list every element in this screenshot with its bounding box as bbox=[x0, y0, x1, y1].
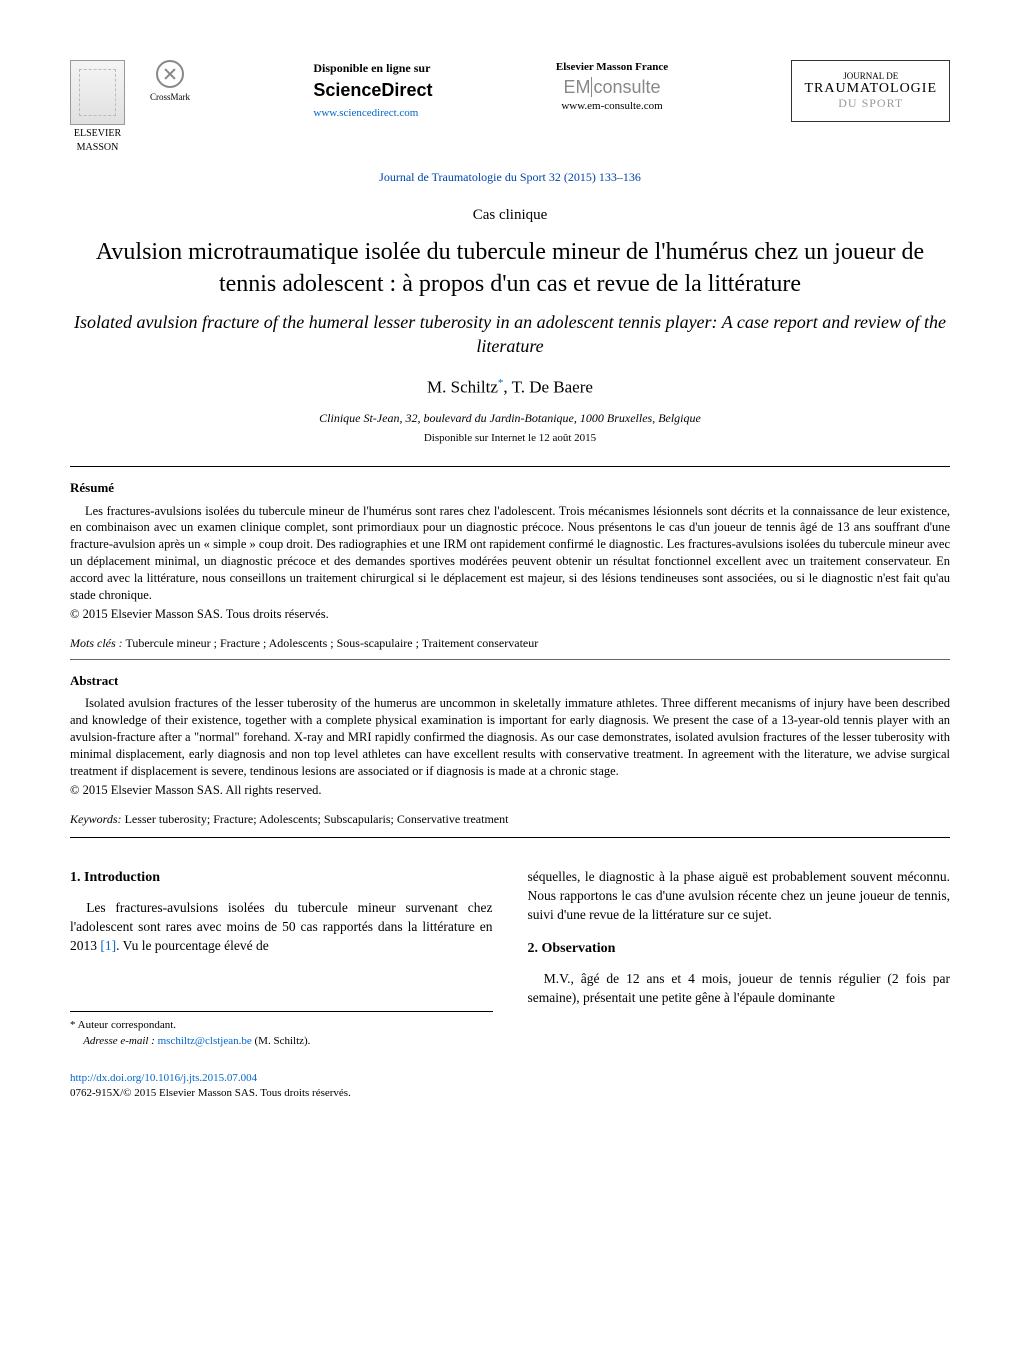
doi-block: http://dx.doi.org/10.1016/j.jts.2015.07.… bbox=[70, 1071, 493, 1102]
right-column: séquelles, le diagnostic à la phase aigu… bbox=[528, 868, 951, 1102]
author-sep: , bbox=[503, 378, 511, 397]
star-icon: * bbox=[70, 1019, 78, 1031]
sciencedirect-link[interactable]: www.sciencedirect.com bbox=[313, 107, 418, 119]
mots-cles-value: Tubercule mineur ; Fracture ; Adolescent… bbox=[123, 636, 539, 650]
author-email-link[interactable]: mschiltz@clstjean.be bbox=[158, 1035, 252, 1047]
intro-continuation: séquelles, le diagnostic à la phase aigu… bbox=[528, 868, 951, 925]
section-heading-observation: 2. Observation bbox=[528, 939, 951, 959]
resume-body: Les fractures-avulsions isolées du tuber… bbox=[70, 503, 950, 604]
journal-header: ELSEVIER MASSON CrossMark Disponible en … bbox=[70, 60, 950, 154]
left-column: 1. Introduction Les fractures-avulsions … bbox=[70, 868, 493, 1102]
intro-text-b: . Vu le pourcentage élevé de bbox=[116, 938, 269, 953]
keywords-label: Keywords: bbox=[70, 812, 122, 826]
available-online-label: Disponible en ligne sur bbox=[313, 60, 432, 76]
sciencedirect-block: Disponible en ligne sur ScienceDirect ww… bbox=[313, 60, 432, 121]
author-email-line: Adresse e-mail : mschiltz@clstjean.be (M… bbox=[70, 1034, 493, 1049]
emconsulte-link[interactable]: www.em-consulte.com bbox=[556, 99, 668, 114]
online-availability: Disponible sur Internet le 12 août 2015 bbox=[70, 431, 950, 446]
mots-cles-label: Mots clés : bbox=[70, 636, 123, 650]
crossmark-icon bbox=[156, 60, 184, 88]
abstract-copyright: © 2015 Elsevier Masson SAS. All rights r… bbox=[70, 782, 950, 799]
author-list: M. Schiltz*, T. De Baere bbox=[70, 376, 950, 400]
author-1: M. Schiltz bbox=[427, 378, 498, 397]
left-logos: ELSEVIER MASSON CrossMark bbox=[70, 60, 190, 154]
journal-logo-main: TRAUMATOLOGIE bbox=[804, 81, 937, 97]
resume-heading: Résumé bbox=[70, 479, 950, 497]
affiliation: Clinique St-Jean, 32, boulevard du Jardi… bbox=[70, 410, 950, 426]
consulte-text: consulte bbox=[593, 77, 660, 97]
footnote-block: * Auteur correspondant. Adresse e-mail :… bbox=[70, 1011, 493, 1049]
divider-thin bbox=[70, 659, 950, 660]
journal-logo-sub: DU SPORT bbox=[804, 97, 937, 111]
divider bbox=[70, 466, 950, 467]
author-2: T. De Baere bbox=[512, 378, 593, 397]
sciencedirect-logo: ScienceDirect bbox=[313, 78, 432, 102]
corresponding-author-note: * Auteur correspondant. bbox=[70, 1018, 493, 1033]
section-heading-introduction: 1. Introduction bbox=[70, 868, 493, 888]
elsevier-label-2: MASSON bbox=[77, 141, 119, 155]
resume-copyright: © 2015 Elsevier Masson SAS. Tous droits … bbox=[70, 606, 950, 623]
issn-copyright: 0762-915X/© 2015 Elsevier Masson SAS. To… bbox=[70, 1086, 493, 1101]
divider bbox=[70, 837, 950, 838]
email-label: Adresse e-mail : bbox=[83, 1035, 155, 1047]
elsevier-tree-icon bbox=[70, 60, 125, 125]
elsevier-label-1: ELSEVIER bbox=[74, 127, 121, 141]
mots-cles: Mots clés : Tubercule mineur ; Fracture … bbox=[70, 635, 950, 651]
keywords-value: Lesser tuberosity; Fracture; Adolescents… bbox=[122, 812, 509, 826]
corr-label: Auteur correspondant. bbox=[78, 1019, 176, 1031]
emconsulte-logo: EMconsulte bbox=[556, 75, 668, 99]
emconsulte-block: Elsevier Masson France EMconsulte www.em… bbox=[556, 60, 668, 114]
emf-label: Elsevier Masson France bbox=[556, 60, 668, 75]
email-name: (M. Schiltz). bbox=[252, 1035, 311, 1047]
ref-link-1[interactable]: [1] bbox=[100, 938, 116, 953]
article-title-fr: Avulsion microtraumatique isolée du tube… bbox=[70, 237, 950, 299]
elsevier-masson-logo: ELSEVIER MASSON bbox=[70, 60, 125, 154]
keywords: Keywords: Lesser tuberosity; Fracture; A… bbox=[70, 811, 950, 827]
article-type: Cas clinique bbox=[70, 205, 950, 225]
crossmark-label: CrossMark bbox=[150, 91, 190, 103]
journal-cover-logo: JOURNAL DE TRAUMATOLOGIE DU SPORT bbox=[791, 60, 950, 122]
body-columns: 1. Introduction Les fractures-avulsions … bbox=[70, 868, 950, 1102]
em-text: EM bbox=[563, 77, 590, 97]
abstract-heading: Abstract bbox=[70, 672, 950, 690]
journal-logo-top: JOURNAL DE bbox=[804, 71, 937, 81]
doi-link[interactable]: http://dx.doi.org/10.1016/j.jts.2015.07.… bbox=[70, 1072, 257, 1084]
citation-line: Journal de Traumatologie du Sport 32 (20… bbox=[70, 169, 950, 185]
intro-paragraph: Les fractures-avulsions isolées du tuber… bbox=[70, 899, 493, 956]
abstract-body: Isolated avulsion fractures of the lesse… bbox=[70, 695, 950, 779]
observation-paragraph: M.V., âgé de 12 ans et 4 mois, joueur de… bbox=[528, 970, 951, 1008]
crossmark-badge[interactable]: CrossMark bbox=[150, 60, 190, 103]
article-title-en: Isolated avulsion fracture of the humera… bbox=[70, 310, 950, 359]
